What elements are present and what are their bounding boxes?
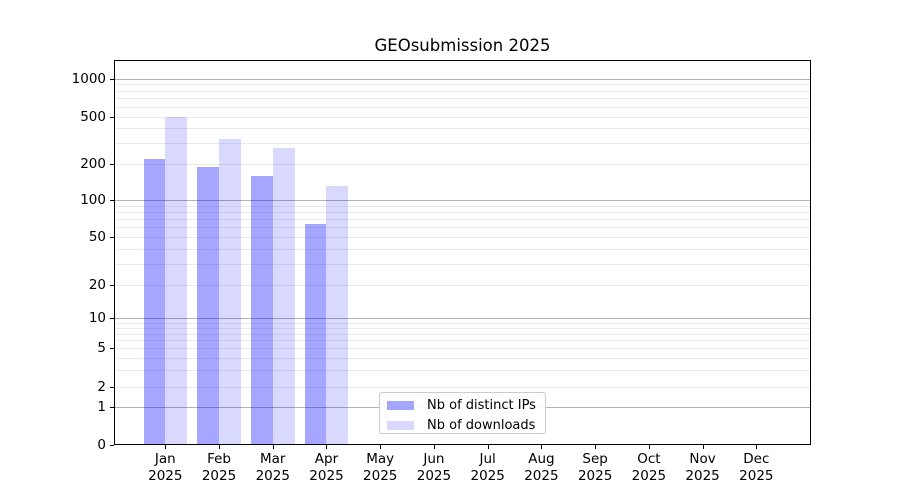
legend: Nb of distinct IPs Nb of downloads bbox=[379, 392, 546, 434]
gridline-major bbox=[114, 200, 811, 201]
y-tick-mark bbox=[110, 406, 114, 408]
x-tick-mark bbox=[165, 445, 167, 449]
gridline-major bbox=[114, 78, 811, 80]
bar-nb-of-downloads-feb bbox=[219, 139, 241, 445]
legend-item: Nb of distinct IPs bbox=[387, 397, 545, 414]
gridline-minor bbox=[114, 84, 811, 86]
gridline-minor bbox=[114, 211, 811, 213]
x-tick-label: Nov 2025 bbox=[685, 451, 720, 484]
x-tick-mark bbox=[595, 445, 597, 449]
gridline-major bbox=[114, 318, 811, 320]
bar-nb-of-distinct-ips-feb bbox=[197, 166, 220, 445]
gridline-minor bbox=[114, 98, 811, 100]
x-tick-mark bbox=[219, 445, 221, 449]
gridline-minor bbox=[114, 348, 811, 350]
y-tick-label: 100 bbox=[80, 192, 106, 208]
x-tick-mark bbox=[272, 445, 274, 449]
gridline-minor bbox=[114, 237, 811, 238]
y-tick-mark bbox=[110, 318, 114, 320]
x-tick-label: Feb 2025 bbox=[201, 451, 237, 484]
gridline-minor bbox=[114, 164, 811, 165]
gridline-minor bbox=[114, 322, 811, 324]
x-tick-label: Mar 2025 bbox=[255, 451, 290, 484]
y-tick-label: 0 bbox=[97, 436, 106, 453]
x-tick-mark bbox=[433, 445, 435, 449]
x-tick-mark bbox=[756, 445, 758, 449]
y-tick-mark bbox=[110, 285, 114, 286]
x-tick-mark bbox=[541, 445, 543, 449]
gridline-minor bbox=[114, 128, 811, 130]
y-tick-label: 2 bbox=[97, 378, 106, 395]
y-tick-label: 5 bbox=[97, 340, 106, 357]
gridline-minor bbox=[114, 205, 811, 207]
chart-title: GEOsubmission 2025 bbox=[374, 36, 551, 55]
gridline-minor bbox=[114, 263, 811, 265]
gridline-minor bbox=[114, 369, 811, 371]
legend-label: Nb of downloads bbox=[427, 418, 536, 433]
gridline-minor bbox=[114, 106, 811, 108]
gridline-minor bbox=[114, 327, 811, 329]
x-tick-mark bbox=[487, 445, 489, 449]
bar-nb-of-downloads-jan bbox=[165, 117, 188, 445]
x-tick-label: May 2025 bbox=[363, 451, 398, 484]
gridline-minor bbox=[114, 227, 811, 229]
bar-nb-of-downloads-mar bbox=[272, 147, 295, 445]
y-tick-label: 1000 bbox=[71, 70, 106, 87]
y-tick-label: 1 bbox=[97, 398, 106, 415]
y-tick-label: 20 bbox=[88, 277, 106, 293]
x-tick-label: Jul 2025 bbox=[470, 451, 505, 484]
bar-nb-of-distinct-ips-mar bbox=[250, 175, 273, 445]
x-tick-mark bbox=[326, 445, 328, 449]
x-tick-label: Apr 2025 bbox=[309, 451, 344, 484]
y-tick-mark bbox=[110, 164, 114, 165]
gridline-minor bbox=[114, 219, 811, 221]
y-tick-mark bbox=[110, 200, 114, 201]
gridline-minor bbox=[114, 340, 811, 342]
x-tick-label: Jan 2025 bbox=[148, 451, 183, 484]
gridline-minor bbox=[114, 386, 811, 388]
y-tick-mark bbox=[110, 78, 114, 80]
y-tick-label: 10 bbox=[88, 310, 106, 327]
legend-item: Nb of downloads bbox=[387, 417, 545, 434]
gridline-minor bbox=[114, 285, 811, 286]
y-tick-mark bbox=[110, 444, 114, 446]
x-tick-label: Aug 2025 bbox=[524, 451, 559, 484]
legend-label: Nb of distinct IPs bbox=[427, 398, 536, 413]
x-tick-mark bbox=[380, 445, 382, 449]
y-tick-mark bbox=[110, 386, 114, 388]
plot-area bbox=[114, 60, 811, 445]
bar-nb-of-downloads-apr bbox=[326, 186, 349, 445]
legend-swatch-distinct-ips bbox=[387, 400, 414, 411]
y-tick-label: 50 bbox=[88, 229, 106, 245]
y-tick-label: 500 bbox=[80, 109, 106, 125]
x-tick-label: Sep 2025 bbox=[577, 451, 613, 484]
bar-nb-of-distinct-ips-apr bbox=[304, 223, 327, 445]
y-tick-mark bbox=[110, 348, 114, 350]
x-tick-mark bbox=[648, 445, 650, 449]
gridline-minor bbox=[114, 143, 811, 145]
gridline-minor bbox=[114, 248, 811, 250]
y-tick-label: 200 bbox=[80, 156, 106, 172]
gridline-minor bbox=[114, 333, 811, 335]
gridline-minor bbox=[114, 90, 811, 92]
x-tick-mark bbox=[702, 445, 704, 449]
legend-swatch-downloads bbox=[387, 420, 414, 431]
gridline-minor bbox=[114, 117, 811, 118]
y-tick-mark bbox=[110, 237, 114, 238]
gridline-minor bbox=[114, 357, 811, 359]
x-tick-label: Jun 2025 bbox=[416, 451, 452, 484]
x-tick-label: Oct 2025 bbox=[631, 451, 667, 484]
y-tick-mark bbox=[110, 117, 114, 118]
bar-nb-of-distinct-ips-jan bbox=[143, 159, 166, 445]
x-tick-label: Dec 2025 bbox=[739, 451, 774, 484]
